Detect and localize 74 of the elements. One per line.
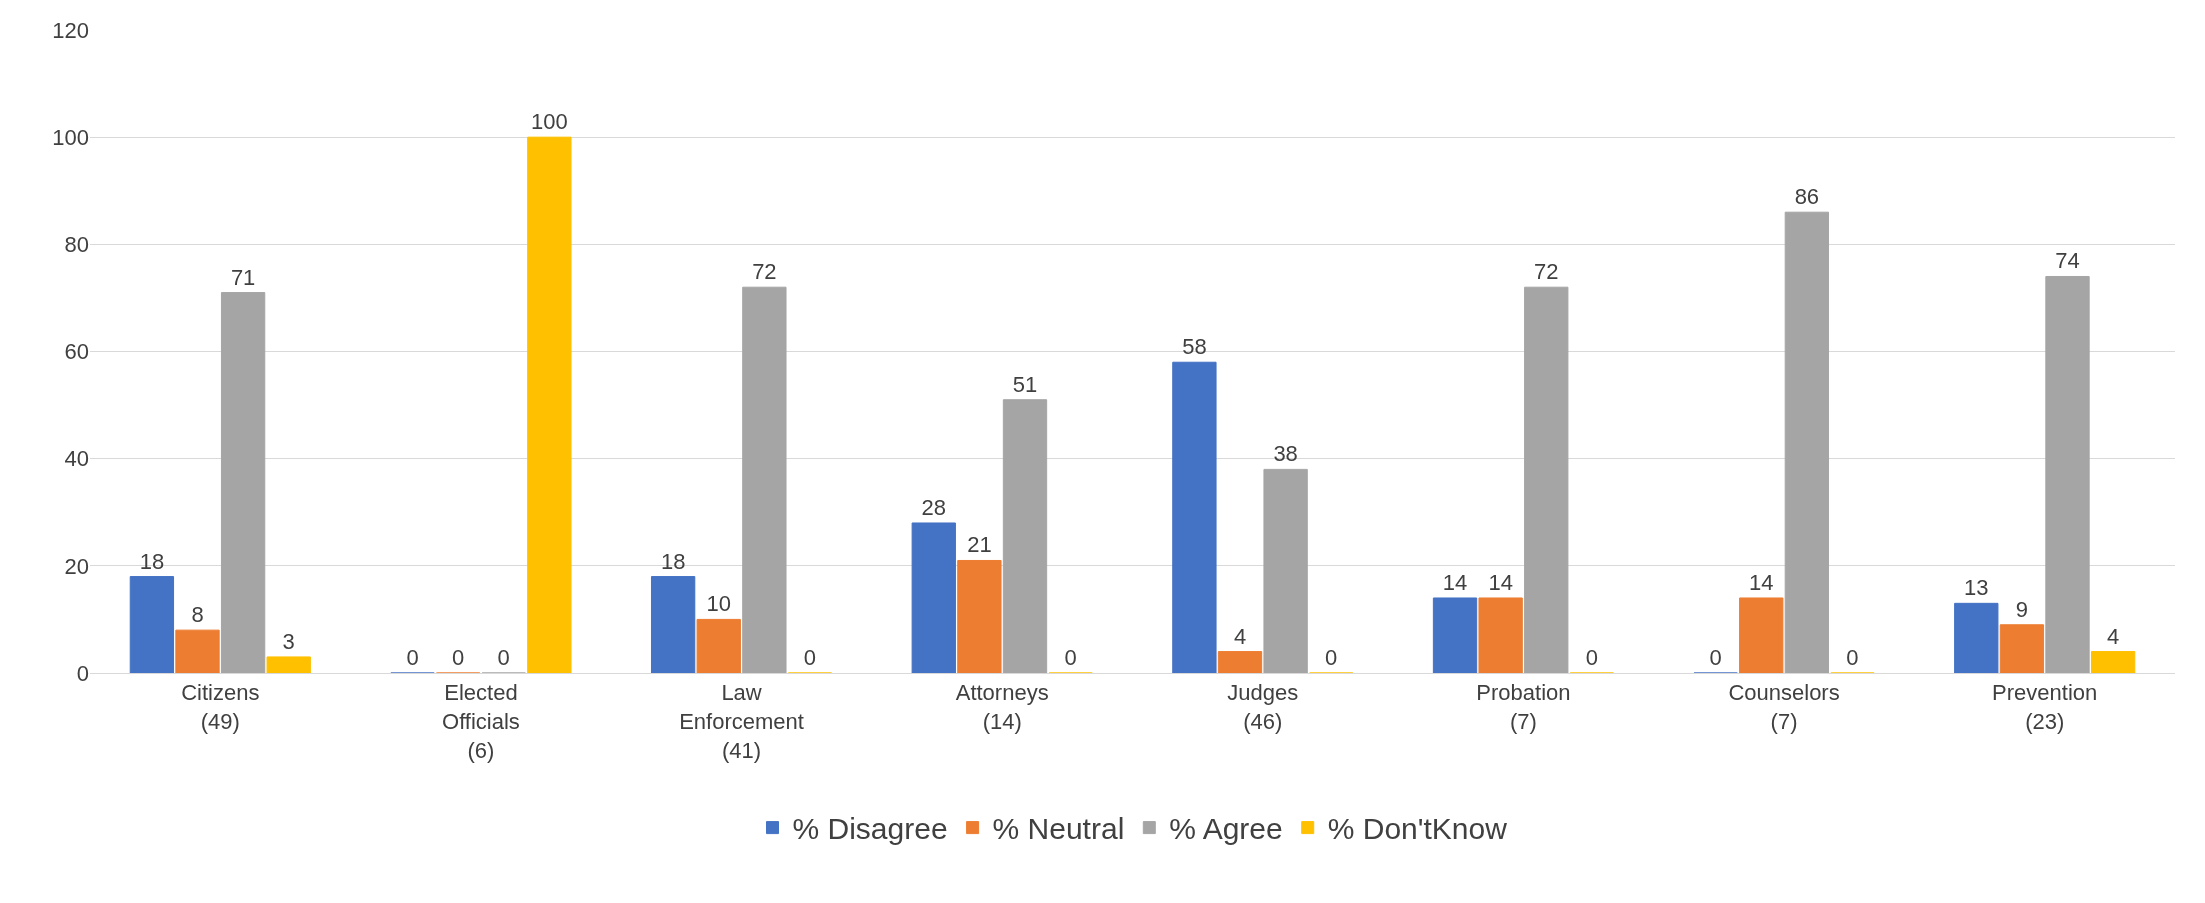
x-tick-label: Attorneys (14) — [955, 680, 1049, 734]
bar — [650, 576, 696, 673]
data-label: 8 — [191, 602, 204, 628]
x-tick-label: Counselors (7) — [1728, 680, 1840, 734]
data-label: 58 — [1182, 334, 1207, 360]
bar — [911, 522, 956, 673]
data-label: 0 — [1585, 645, 1598, 670]
data-label: 0 — [1846, 645, 1859, 670]
data-label: 14 — [1749, 569, 1774, 595]
data-label: 72 — [1534, 259, 1559, 285]
bar — [175, 629, 220, 673]
data-label: 14 — [1442, 569, 1468, 595]
bar — [1002, 399, 1048, 673]
data-label: 0 — [1064, 645, 1077, 670]
data-label: 71 — [230, 264, 256, 290]
y-tick-label: 120 — [52, 17, 89, 43]
bar — [527, 136, 572, 673]
bar — [1217, 651, 1263, 673]
x-tick-label: Prevention (23) — [1992, 680, 2098, 734]
bar — [1739, 597, 1784, 673]
data-label: 0 — [1325, 645, 1338, 670]
y-tick-label: 100 — [52, 124, 89, 150]
data-label: 10 — [706, 591, 731, 617]
y-tick-label: 20 — [64, 553, 89, 579]
data-label: 21 — [967, 532, 992, 558]
bar — [1954, 602, 1999, 673]
legend-label: % Neutral — [992, 812, 1125, 846]
y-tick-label: 40 — [64, 446, 89, 472]
x-tick-label: Judges (46) — [1227, 680, 1299, 734]
legend-label: % Agree — [1169, 812, 1283, 846]
data-label: 100 — [531, 109, 568, 135]
bar — [129, 576, 175, 673]
data-label: 72 — [752, 259, 777, 285]
data-label: 0 — [497, 645, 510, 670]
y-tick-label: 0 — [76, 660, 89, 686]
data-label: 13 — [1964, 575, 1989, 601]
data-label: 18 — [139, 548, 165, 574]
bar — [2045, 275, 2090, 673]
y-tick-label: 60 — [64, 339, 89, 365]
bar — [1478, 597, 1523, 673]
x-tick-label: Probation (7) — [1476, 680, 1571, 734]
data-label: 0 — [803, 645, 817, 670]
data-label: 0 — [406, 645, 419, 670]
data-label: 0 — [1709, 645, 1722, 670]
data-label: 28 — [921, 494, 947, 520]
data-label: 0 — [452, 645, 465, 670]
data-label: 51 — [1012, 371, 1038, 397]
bar — [1172, 361, 1217, 673]
bar — [2090, 651, 2136, 673]
x-tick-label: Law Enforcement (41) — [679, 680, 804, 763]
bar — [1524, 286, 1569, 673]
data-label: 86 — [1794, 184, 1820, 210]
legend-label: % Disagree — [792, 812, 948, 846]
bar — [1784, 211, 1830, 673]
bar — [957, 559, 1002, 673]
bar — [1999, 624, 2045, 673]
data-label: 3 — [282, 628, 295, 654]
legend-label: % Don'tKnow — [1327, 812, 1508, 846]
data-label: 18 — [660, 548, 686, 574]
data-label: 74 — [2055, 248, 2080, 274]
bar — [1432, 597, 1478, 673]
data-label: 4 — [1233, 623, 1247, 649]
bar — [742, 286, 787, 673]
bar — [696, 618, 741, 673]
data-label: 38 — [1273, 441, 1298, 467]
bar — [266, 656, 311, 673]
bar — [1263, 468, 1308, 673]
y-tick-label: 80 — [64, 232, 89, 258]
x-tick-label: Elected Officials (6) — [442, 680, 520, 763]
bar — [220, 292, 266, 673]
data-label: 4 — [2106, 623, 2120, 649]
x-tick-label: Citizens (49) — [181, 680, 260, 734]
data-label: 14 — [1488, 569, 1513, 595]
data-label: 9 — [2015, 596, 2029, 622]
